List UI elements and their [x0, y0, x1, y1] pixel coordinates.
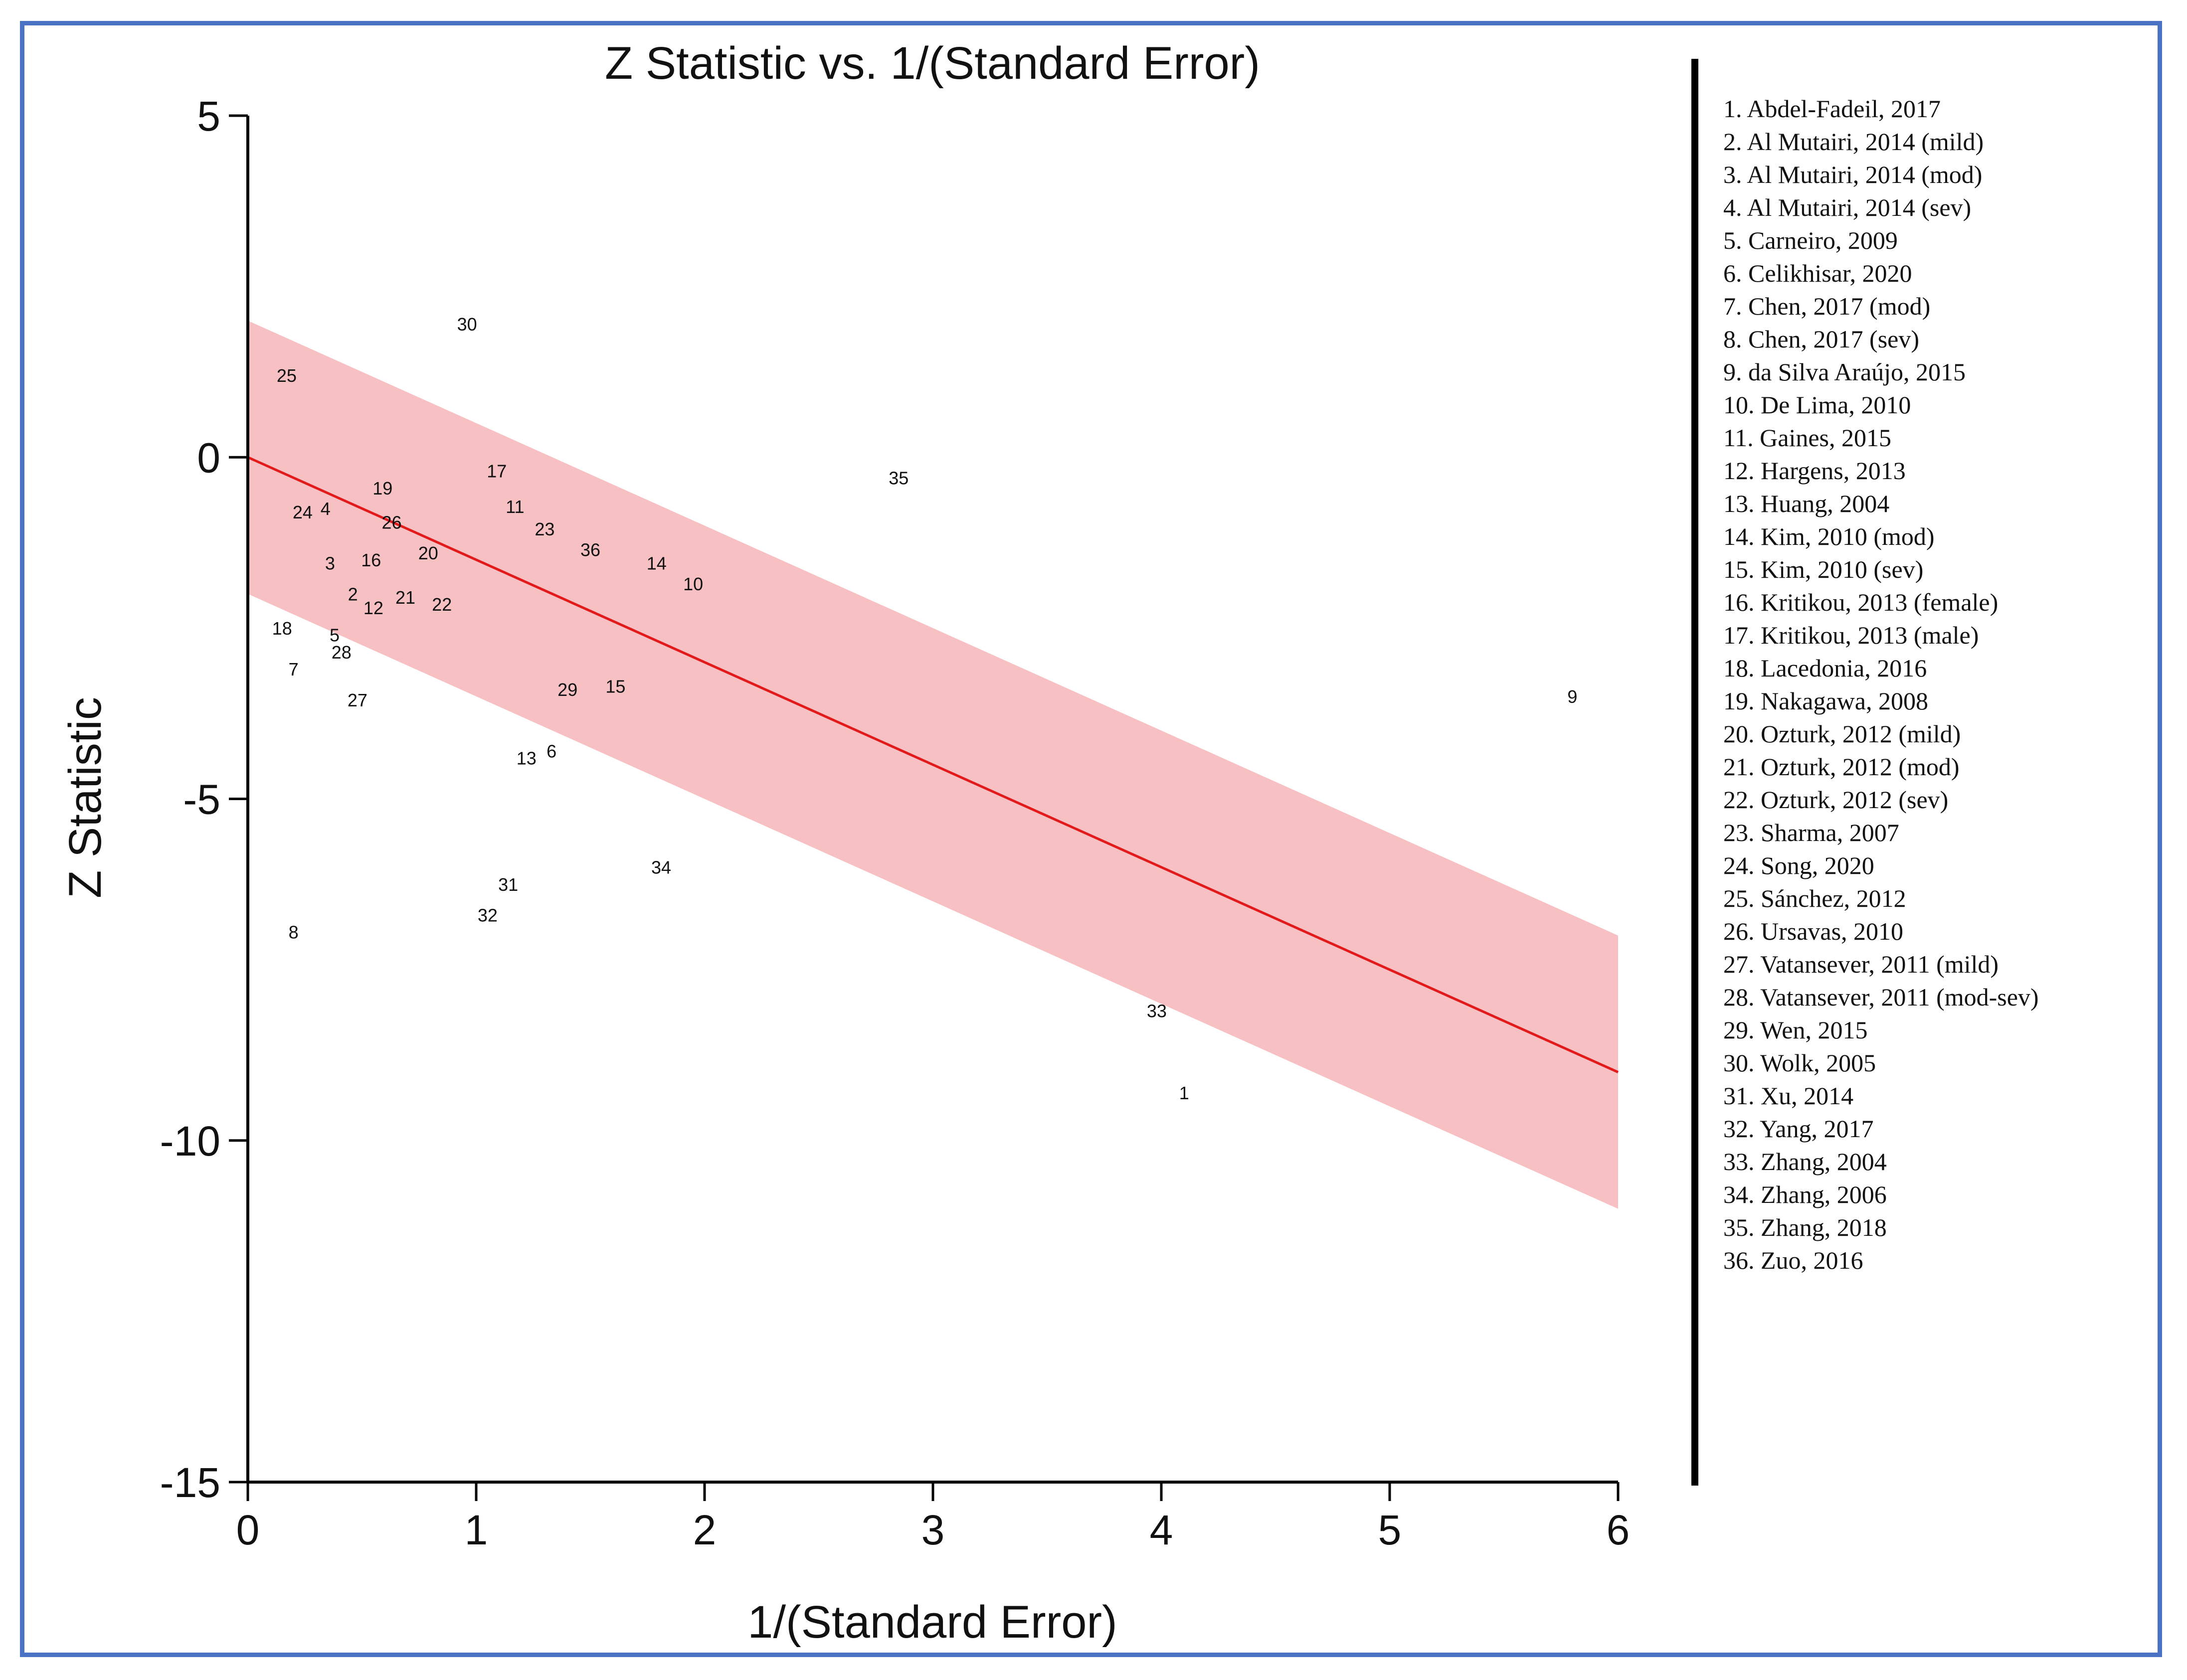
x-tick-label: 4: [1150, 1507, 1173, 1553]
legend: 1. Abdel-Fadeil, 2017 2. Al Mutairi, 2014…: [1723, 92, 2039, 1277]
data-point-28: 28: [332, 642, 352, 663]
legend-item: 3. Al Mutairi, 2014 (mod): [1723, 161, 1983, 188]
legend-item: 7. Chen, 2017 (mod): [1723, 292, 1931, 320]
data-point-1: 1: [1179, 1083, 1189, 1103]
x-tick-label: 5: [1378, 1507, 1402, 1553]
data-point-22: 22: [432, 594, 452, 615]
y-tick-label: -5: [183, 776, 220, 823]
data-point-25: 25: [277, 365, 297, 386]
legend-item: 27. Vatansever, 2011 (mild): [1723, 950, 1999, 978]
data-point-2: 2: [348, 584, 358, 604]
legend-item: 25. Sánchez, 2012: [1723, 884, 1906, 912]
regression-line-layer: [247, 456, 1619, 1073]
legend-item: 1. Abdel-Fadeil, 2017: [1723, 95, 1941, 123]
data-point-5: 5: [330, 625, 340, 646]
legend-item: 15. Kim, 2010 (sev): [1723, 555, 1924, 583]
data-point-35: 35: [889, 468, 909, 488]
data-point-4: 4: [321, 499, 331, 519]
legend-item: 31. Xu, 2014: [1723, 1082, 1854, 1110]
data-point-10: 10: [683, 574, 703, 594]
legend-item: 19. Nakagawa, 2008: [1723, 687, 1928, 715]
legend-item: 17. Kritikou, 2013 (male): [1723, 621, 1979, 649]
axes: 50-5-10-150 1 2 3 4 5 6: [160, 93, 1630, 1553]
legend-item: 8. Chen, 2017 (sev): [1723, 325, 1919, 353]
y-axis-label: Z Statistic: [60, 697, 111, 898]
y-tick-label: -15: [160, 1459, 220, 1506]
data-point-27: 27: [348, 690, 367, 710]
data-point-18: 18: [272, 618, 292, 639]
data-point-24: 24: [293, 502, 313, 522]
legend-item: 29. Wen, 2015: [1723, 1016, 1868, 1044]
legend-item: 16. Kritikou, 2013 (female): [1723, 588, 1999, 616]
legend-item: 36. Zuo, 2016: [1723, 1246, 1863, 1274]
legend-item: 2. Al Mutairi, 2014 (mild): [1723, 128, 1984, 156]
data-point-13: 13: [517, 748, 537, 768]
legend-item: 23. Sharma, 2007: [1723, 819, 1899, 846]
legend-item: 12. Hargens, 2013: [1723, 457, 1906, 485]
legend-item: 9. da Silva Araújo, 2015: [1723, 358, 1966, 386]
legend-item: 6. Celikhisar, 2020: [1723, 259, 1912, 287]
data-point-29: 29: [557, 679, 577, 700]
x-tick-label: 1: [465, 1507, 488, 1553]
legend-item: 11. Gaines, 2015: [1723, 424, 1891, 452]
legend-item: 14. Kim, 2010 (mod): [1723, 522, 1935, 550]
legend-item: 13. Huang, 2004: [1723, 490, 1890, 517]
data-point-31: 31: [498, 874, 518, 895]
legend-item: 22. Ozturk, 2012 (sev): [1723, 786, 1949, 814]
x-axis-label: 1/(Standard Error): [747, 1597, 1117, 1648]
data-point-8: 8: [289, 922, 299, 943]
y-tick-label: -10: [160, 1118, 220, 1165]
legend-item: 32. Yang, 2017: [1723, 1115, 1874, 1143]
legend-item: 30. Wolk, 2005: [1723, 1049, 1876, 1077]
data-point-20: 20: [418, 543, 438, 563]
regression-line: [247, 456, 1619, 1073]
data-point-34: 34: [651, 857, 671, 878]
data-point-33: 33: [1147, 1001, 1167, 1021]
legend-divider: [1691, 59, 1698, 1486]
legend-item: 10. De Lima, 2010: [1723, 391, 1911, 419]
legend-item: 28. Vatansever, 2011 (mod-sev): [1723, 983, 2039, 1011]
legend-item: 21. Ozturk, 2012 (mod): [1723, 753, 1960, 781]
data-point-19: 19: [372, 478, 392, 499]
chart-title: Z Statistic vs. 1/(Standard Error): [605, 38, 1260, 89]
y-tick-label: 0: [197, 434, 220, 481]
legend-item: 20. Ozturk, 2012 (mild): [1723, 720, 1961, 748]
data-point-9: 9: [1567, 686, 1577, 707]
data-point-26: 26: [382, 512, 402, 532]
data-point-6: 6: [547, 741, 556, 762]
data-point-32: 32: [478, 905, 498, 925]
legend-item: 34. Zhang, 2006: [1723, 1180, 1887, 1208]
legend-item: 26. Ursavas, 2010: [1723, 917, 1904, 945]
data-point-3: 3: [325, 553, 335, 574]
data-point-36: 36: [580, 539, 600, 560]
data-point-16: 16: [361, 550, 381, 570]
figure-border: [20, 21, 2162, 1657]
data-point-15: 15: [605, 676, 625, 696]
data-point-17: 17: [487, 461, 507, 482]
legend-item: 33. Zhang, 2004: [1723, 1148, 1887, 1176]
x-tick-label: 2: [693, 1507, 717, 1553]
legend-item: 35. Zhang, 2018: [1723, 1213, 1887, 1241]
legend-item: 5. Carneiro, 2009: [1723, 226, 1898, 254]
data-point-30: 30: [457, 314, 477, 335]
legend-item: 18. Lacedonia, 2016: [1723, 654, 1927, 682]
legend-item: 4. Al Mutairi, 2014 (sev): [1723, 193, 1972, 221]
y-tick-label: 5: [197, 93, 220, 140]
data-point-12: 12: [364, 598, 383, 618]
data-point-7: 7: [289, 659, 299, 679]
data-point-14: 14: [647, 553, 667, 574]
x-tick-label: 0: [236, 1507, 260, 1553]
data-point-23: 23: [535, 519, 554, 539]
legend-item: 24. Song, 2020: [1723, 851, 1874, 879]
data-point-11: 11: [506, 497, 524, 517]
x-tick-label: 6: [1607, 1507, 1630, 1553]
x-tick-label: 3: [921, 1507, 945, 1553]
data-point-21: 21: [395, 587, 415, 608]
